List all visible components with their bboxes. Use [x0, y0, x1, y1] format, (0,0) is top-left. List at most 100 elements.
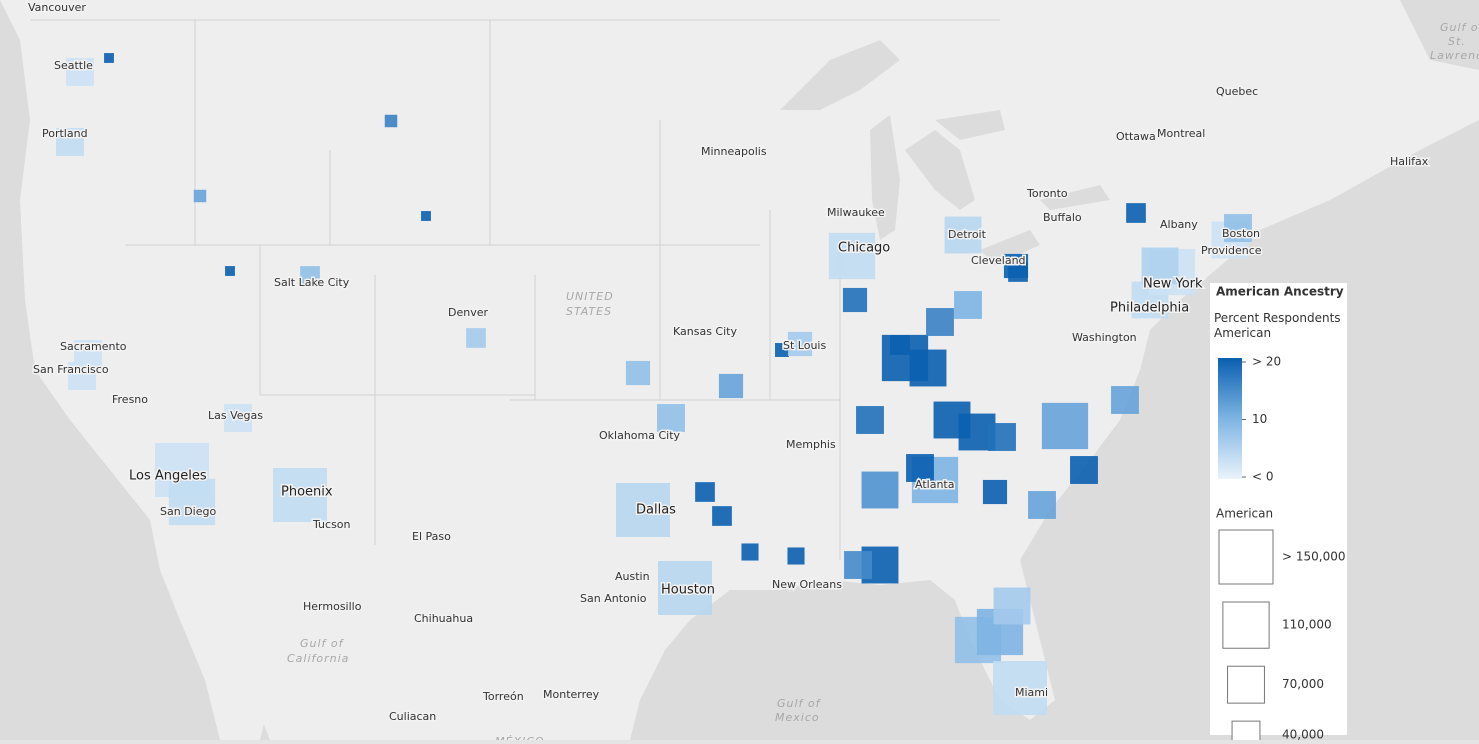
place-label: Albany	[1160, 218, 1198, 231]
place-label: Buffalo	[1043, 211, 1082, 224]
county-square	[861, 471, 899, 509]
county-square	[384, 114, 398, 128]
place-label: Montreal	[1157, 127, 1205, 140]
county-square	[787, 331, 813, 357]
place-label: Torreón	[482, 690, 524, 703]
size-swatch	[1227, 665, 1265, 704]
county-square	[993, 661, 1047, 715]
county-squares	[56, 53, 1252, 715]
place-label: Milwaukee	[827, 206, 885, 219]
county-square	[104, 53, 114, 63]
place-label: Chihuahua	[414, 612, 473, 625]
place-label: El Paso	[412, 530, 451, 543]
place-label: Chicago	[838, 241, 890, 256]
county-square	[775, 343, 789, 357]
county-square	[1070, 456, 1098, 484]
place-label: Hermosillo	[303, 600, 362, 613]
region-label: St.	[1448, 35, 1466, 48]
county-square	[1008, 262, 1028, 282]
county-square	[466, 328, 486, 348]
county-square	[616, 483, 670, 537]
county-square	[657, 404, 685, 432]
place-label: Dallas	[636, 503, 676, 518]
place-label: Ottawa	[1116, 130, 1156, 143]
county-square	[890, 335, 910, 355]
county-square	[982, 479, 1008, 505]
place-label: Tucson	[312, 518, 351, 531]
place-label: Monterrey	[543, 688, 600, 701]
place-label: Culiacan	[389, 710, 436, 723]
size-swatch	[1231, 720, 1261, 744]
place-label: Seattle	[54, 59, 93, 72]
place-label: New Orleans	[772, 578, 842, 591]
place-label: Philadelphia	[1110, 301, 1189, 316]
county-square	[1028, 491, 1056, 519]
legend: American Ancestry Percent Respondents Am…	[1210, 283, 1347, 744]
place-label: Cleveland	[971, 254, 1026, 267]
place-label: San Antonio	[580, 592, 647, 605]
county-square	[1224, 214, 1252, 242]
county-square	[741, 543, 759, 561]
county-square	[909, 349, 947, 387]
county-square	[856, 406, 884, 434]
size-swatch	[1218, 529, 1274, 585]
place-label: Sacramento	[60, 340, 127, 353]
county-square	[225, 266, 235, 276]
county-square	[658, 561, 712, 615]
county-square	[1111, 386, 1139, 414]
place-label: Providence	[1201, 244, 1262, 257]
county-square	[944, 216, 982, 254]
place-label: Houston	[661, 583, 715, 598]
region-label: MÉXICO	[495, 735, 545, 740]
county-square	[168, 478, 216, 526]
county-square	[828, 232, 876, 280]
county-square	[954, 291, 982, 319]
place-label: Boston	[1222, 227, 1260, 240]
county-square	[906, 454, 934, 482]
size-swatch	[1222, 601, 1270, 649]
color-tick-label: > 20	[1252, 355, 1281, 369]
place-label: St Louis	[783, 339, 826, 352]
place-label: Fresno	[112, 393, 148, 406]
baja	[150, 520, 270, 740]
county-square	[625, 360, 651, 386]
county-square	[1141, 247, 1179, 285]
county-square	[56, 128, 84, 156]
place-label: Miami	[1015, 686, 1048, 699]
place-labels: Vancouver Seattle Portland Sacramento San Fr…	[27, 0, 1479, 744]
county-square	[718, 373, 744, 399]
legend-color-title-box: Percent Respondents American	[1214, 311, 1341, 340]
county-square	[988, 423, 1016, 451]
place-label: Memphis	[786, 438, 836, 451]
place-label: Los Angeles	[129, 469, 207, 484]
place-label: Quebec	[1216, 85, 1258, 98]
place-label: Atlanta	[915, 478, 954, 491]
size-tick-label: 40,000	[1282, 728, 1324, 740]
color-tick-label: 10	[1252, 412, 1267, 426]
place-label: San Francisco	[33, 363, 109, 376]
county-square	[224, 404, 252, 432]
region-label: Gulf of	[1440, 21, 1479, 34]
place-label: Washington	[1072, 331, 1137, 344]
place-label: Denver	[448, 306, 488, 319]
county-square	[712, 506, 732, 526]
county-square	[66, 58, 94, 86]
place-label: Oklahoma City	[599, 429, 681, 442]
place-label: Vancouver	[28, 1, 86, 14]
county-square	[787, 547, 805, 565]
place-label: Salt Lake City	[274, 276, 350, 289]
county-square	[1126, 203, 1146, 223]
place-label: Kansas City	[673, 325, 737, 338]
county-square	[695, 482, 715, 502]
region-label: UNITED	[566, 290, 614, 303]
region-label: California	[287, 652, 349, 665]
borders	[30, 19, 1000, 560]
size-tick-label: > 150,000	[1282, 550, 1346, 564]
place-label: Austin	[615, 570, 650, 583]
region-label: Mexico	[775, 711, 820, 724]
county-square	[68, 362, 96, 390]
color-tick-label: < 0	[1252, 470, 1274, 484]
place-label: Phoenix	[281, 485, 333, 500]
